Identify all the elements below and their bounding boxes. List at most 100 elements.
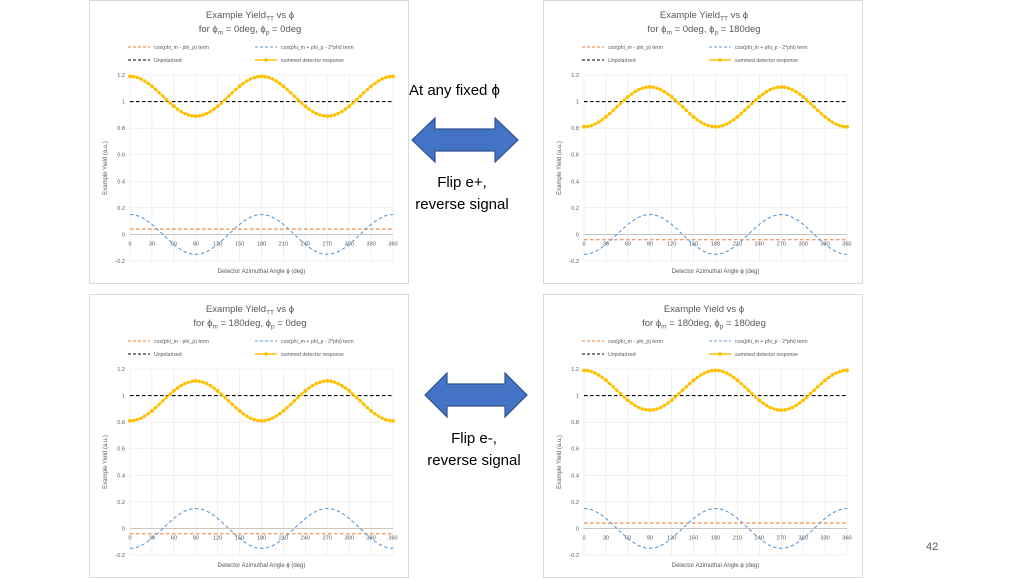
data-point	[597, 120, 600, 123]
data-point	[136, 418, 139, 421]
data-point	[384, 418, 387, 421]
x-tick-label: 60	[171, 535, 177, 541]
data-point	[311, 384, 314, 387]
x-tick-label: 330	[366, 241, 375, 247]
data-point	[772, 86, 775, 89]
data-point	[238, 409, 242, 413]
data-point	[747, 105, 750, 108]
legend-entry: Unpolarized	[128, 352, 182, 358]
data-point	[263, 419, 266, 422]
legend-label: cos(phi_m + phi_p - 2*phi) term	[281, 45, 354, 51]
data-point	[318, 113, 321, 116]
annotation-flip-eplus-line1: Flip e+,	[404, 172, 520, 194]
data-point	[801, 95, 805, 99]
data-point	[296, 98, 299, 101]
data-point	[340, 384, 343, 387]
chart-subtitle: for ϕm = 180deg, ϕp = 0deg	[193, 318, 306, 331]
data-point	[834, 371, 837, 374]
chart-title: Example YieldTT vs ϕ	[206, 10, 294, 23]
data-point	[172, 104, 176, 108]
data-point	[245, 79, 248, 82]
data-point	[728, 120, 731, 123]
data-point	[637, 88, 640, 91]
x-tick-label: 270	[323, 241, 332, 247]
data-point	[147, 412, 150, 415]
data-point	[593, 371, 596, 374]
data-point	[150, 84, 154, 88]
data-point	[787, 407, 790, 410]
data-point	[648, 408, 652, 412]
data-point	[706, 124, 709, 127]
x-tick-label: 270	[777, 241, 786, 247]
legend-entry: cos(phi_m - phi_p) term	[128, 339, 209, 345]
data-point	[838, 370, 841, 373]
data-point	[285, 406, 288, 409]
data-point	[787, 86, 790, 89]
x-tick-label: 30	[603, 535, 609, 541]
data-point	[358, 95, 361, 98]
data-point	[798, 92, 801, 95]
x-tick-label: 180	[711, 241, 720, 247]
x-tick-label: 150	[689, 535, 698, 541]
legend-label: cos(phi_m + phi_p - 2*phi) term	[735, 45, 808, 51]
legend-marker	[264, 58, 268, 62]
data-point	[736, 115, 740, 119]
data-point	[750, 392, 753, 395]
data-point	[293, 399, 296, 402]
data-point	[366, 406, 369, 409]
legend-entry: summed detector response	[255, 352, 344, 358]
data-point	[274, 414, 277, 417]
data-point	[630, 92, 633, 95]
legend-entry: Unpolarized	[582, 352, 636, 358]
data-point	[227, 399, 230, 402]
data-point	[633, 404, 636, 407]
data-point	[161, 95, 164, 98]
data-point	[703, 371, 706, 374]
data-point	[750, 102, 753, 105]
data-point	[351, 101, 354, 104]
data-point	[757, 398, 761, 402]
legend-label: summed detector response	[281, 58, 344, 64]
data-point	[143, 414, 146, 417]
data-point	[622, 395, 625, 398]
data-point	[271, 416, 274, 419]
data-point	[674, 98, 677, 101]
data-point	[779, 85, 783, 89]
data-point	[754, 98, 757, 101]
data-point	[362, 91, 365, 94]
data-point	[706, 370, 709, 373]
annotation-flip-eminus: Flip e-, reverse signal	[416, 428, 532, 472]
legend-marker	[718, 58, 722, 62]
y-axis-label: Example Yield (a.u.)	[557, 435, 563, 489]
data-point	[242, 82, 245, 85]
y-tick-label: 1	[576, 394, 579, 400]
data-point	[666, 92, 669, 95]
data-point	[590, 370, 593, 373]
data-point	[136, 76, 139, 79]
data-point	[831, 373, 834, 376]
x-tick-label: 90	[193, 241, 199, 247]
data-point	[172, 389, 176, 393]
legend-label: cos(phi_m - phi_p) term	[608, 45, 663, 51]
data-point	[333, 380, 336, 383]
data-point	[717, 125, 720, 128]
data-point	[347, 104, 351, 108]
x-tick-label: 0	[128, 535, 131, 541]
data-point	[820, 382, 823, 385]
data-point	[187, 113, 190, 116]
legend-entry: summed detector response	[255, 58, 344, 64]
data-point	[194, 114, 198, 118]
legend-marker	[718, 352, 722, 356]
y-tick-label: 0.8	[571, 126, 579, 132]
data-point	[176, 107, 179, 110]
data-point	[801, 398, 805, 402]
legend-label: cos(phi_m - phi_p) term	[608, 339, 663, 345]
data-point	[637, 406, 640, 409]
data-point	[692, 115, 696, 119]
data-point	[201, 113, 204, 116]
data-point	[655, 86, 658, 89]
legend-entry: Unpolarized	[582, 58, 636, 64]
